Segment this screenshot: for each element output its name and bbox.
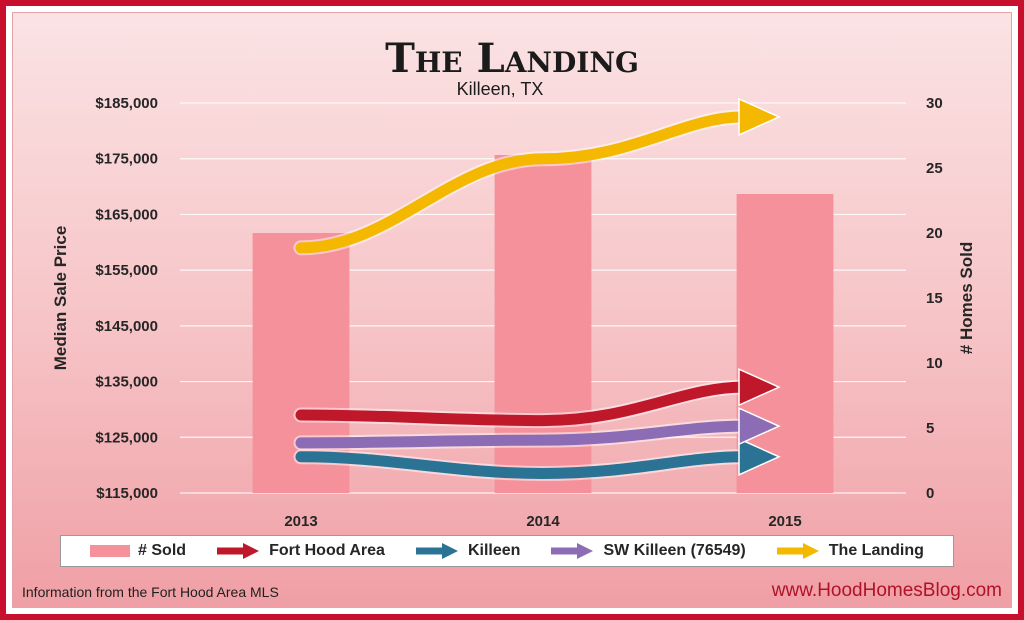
series-arrowhead-0: [738, 367, 781, 407]
chart-title: The Landing: [385, 35, 639, 82]
x-tick-label: 2013: [284, 513, 317, 530]
series-arrowhead-3: [738, 97, 781, 137]
y-left-axis-label: Median Sale Price: [51, 226, 70, 371]
y-left-tick-label: $115,000: [96, 485, 158, 502]
y-right-axis-label: # Homes Sold: [957, 242, 976, 354]
legend-item-fort-hood: Fort Hood Area: [215, 541, 385, 561]
legend-item-sw-killeen: SW Killeen (76549): [549, 541, 746, 561]
y-right-tick-label: 30: [926, 95, 943, 112]
y-left-tick-label: $135,000: [95, 374, 158, 391]
series-arrowhead-1: [738, 437, 781, 476]
y-left-tick-label: $145,000: [95, 318, 158, 335]
y-right-tick-label: 10: [926, 355, 943, 372]
y-left-tick-label: $155,000: [95, 262, 158, 279]
y-left-tick-label: $165,000: [95, 206, 158, 223]
tick-labels: $115,000 $125,000 $135,000 $145,000 $155,000…: [95, 95, 942, 530]
legend-item-the-landing: The Landing: [775, 541, 924, 561]
bar-homes-sold: [736, 194, 834, 493]
x-tick-label: 2014: [526, 513, 560, 530]
series-line-2: [295, 420, 749, 449]
website-link[interactable]: www.HoodHomesBlog.com: [771, 580, 1002, 601]
series-lines: [293, 97, 781, 482]
source-note: Information from the Fort Hood Area MLS: [22, 584, 279, 600]
legend-arrow-killeen-icon: [415, 543, 458, 559]
y-left-tick-label: $125,000: [95, 429, 158, 446]
y-left-tick-label: $175,000: [95, 151, 158, 168]
y-left-tick-label: $185,000: [95, 95, 158, 112]
legend-label-sold: # Sold: [138, 542, 187, 559]
legend-label-the-landing: The Landing: [828, 542, 924, 559]
series-line-0: [295, 381, 749, 427]
legend-item-killeen: Killeen: [414, 541, 520, 561]
y-right-tick-label: 20: [926, 225, 943, 242]
legend-arrow-the-landing-icon: [776, 543, 819, 559]
legend-label-sw-killeen: SW Killeen (76549): [603, 542, 746, 559]
chart-subtitle: Killeen, TX: [457, 79, 544, 99]
y-right-tick-label: 25: [926, 160, 943, 177]
legend-swatch-sold: [90, 545, 131, 557]
y-right-tick-label: 15: [926, 290, 943, 307]
series-line-1: [295, 451, 749, 480]
legend: # Sold Fort Hood Area Killeen SW Killeen…: [60, 535, 954, 567]
legend-label-fort-hood: Fort Hood Area: [269, 542, 385, 559]
legend-arrow-fort-hood-icon: [217, 543, 260, 559]
legend-arrow-sw-killeen-icon: [551, 543, 594, 559]
y-right-tick-label: 0: [926, 485, 934, 502]
legend-label-killeen: Killeen: [467, 542, 521, 559]
y-right-tick-label: 5: [926, 420, 934, 437]
series-arrowhead-2: [738, 406, 781, 446]
x-tick-label: 2015: [768, 513, 801, 530]
series-line-3: [295, 111, 749, 254]
legend-item-sold: # Sold: [90, 542, 186, 560]
